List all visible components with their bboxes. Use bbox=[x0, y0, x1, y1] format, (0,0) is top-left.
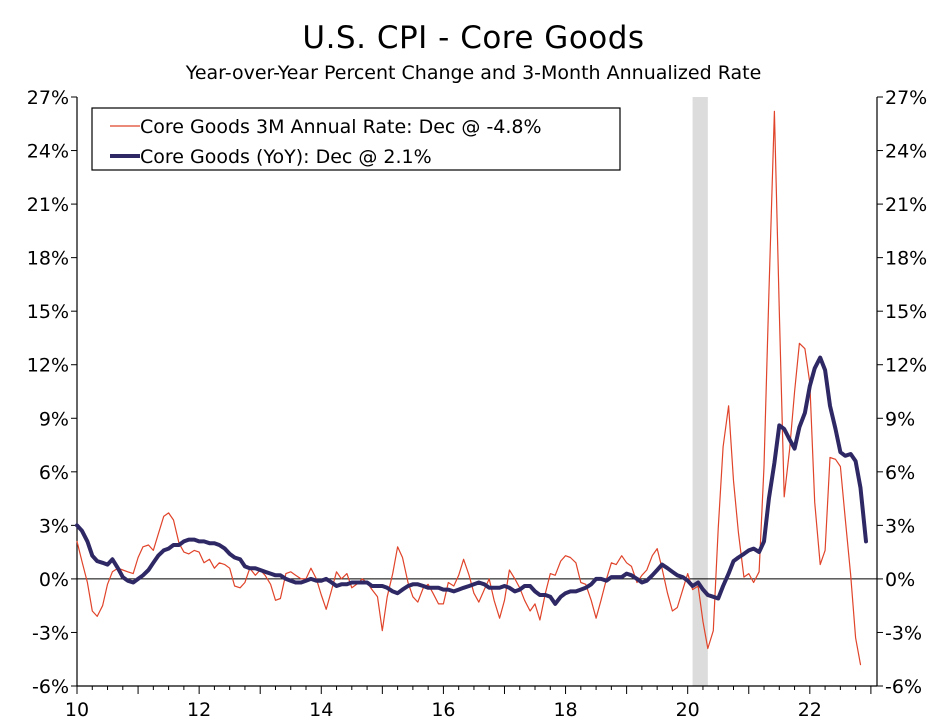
y-tick-label-right: 6% bbox=[885, 462, 915, 484]
y-tick-label-right: 27% bbox=[885, 87, 927, 109]
y-tick-label-left: 3% bbox=[39, 515, 69, 537]
tick-layer: 27% 27% 24% 24% 21% 21% 18% 18% 15% 15% 12% 12% 9% 9%… bbox=[27, 87, 927, 721]
series-line-yoy bbox=[75, 355, 868, 606]
y-tick-label-right: -6% bbox=[885, 676, 922, 698]
y-tick-label-right: -3% bbox=[885, 622, 922, 644]
recession-shading bbox=[692, 97, 708, 686]
y-tick-label-left: 12% bbox=[27, 355, 69, 377]
legend: Core Goods 3M Annual Rate: Dec @ -4.8% C… bbox=[91, 107, 621, 171]
y-tick-label-left: 6% bbox=[39, 462, 69, 484]
y-tick-label-right: 12% bbox=[885, 355, 927, 377]
y-tick-label-right: 21% bbox=[885, 194, 927, 216]
chart-title: U.S. CPI - Core Goods bbox=[302, 20, 645, 56]
legend-box bbox=[91, 107, 621, 171]
y-tick-label-left: -6% bbox=[32, 676, 69, 698]
x-tick-label: 12 bbox=[187, 699, 211, 721]
series-line-3m-rate bbox=[76, 110, 862, 666]
y-tick-label-left: 18% bbox=[27, 248, 69, 270]
y-tick-label-left: 9% bbox=[39, 408, 69, 430]
y-tick-label-right: 3% bbox=[885, 515, 915, 537]
x-tick-label: 14 bbox=[309, 699, 333, 721]
y-tick-label-right: 24% bbox=[885, 141, 927, 163]
x-tick-label: 22 bbox=[798, 699, 822, 721]
y-tick-label-right: 9% bbox=[885, 408, 915, 430]
x-tick-label: 16 bbox=[431, 699, 455, 721]
y-tick-label-left: 24% bbox=[27, 141, 69, 163]
x-tick-label: 18 bbox=[553, 699, 577, 721]
legend-label-yoy: Core Goods (YoY): Dec @ 2.1% bbox=[140, 146, 432, 168]
y-tick-label-left: 21% bbox=[27, 194, 69, 216]
y-tick-label-left: -3% bbox=[32, 622, 69, 644]
y-tick-label-right: 18% bbox=[885, 248, 927, 270]
legend-label-3m-rate: Core Goods 3M Annual Rate: Dec @ -4.8% bbox=[140, 116, 542, 138]
y-tick-label-right: 0% bbox=[885, 569, 915, 591]
x-tick-label: 10 bbox=[65, 699, 89, 721]
y-tick-label-left: 27% bbox=[27, 87, 69, 109]
y-tick-label-left: 15% bbox=[27, 301, 69, 323]
plot-frame bbox=[76, 97, 878, 687]
chart-subtitle: Year-over-Year Percent Change and 3-Mont… bbox=[185, 62, 762, 84]
recession-layer bbox=[692, 97, 708, 686]
x-tick-label: 20 bbox=[676, 699, 700, 721]
y-tick-label-left: 0% bbox=[39, 569, 69, 591]
y-tick-label-right: 15% bbox=[885, 301, 927, 323]
series-layer bbox=[75, 110, 868, 666]
